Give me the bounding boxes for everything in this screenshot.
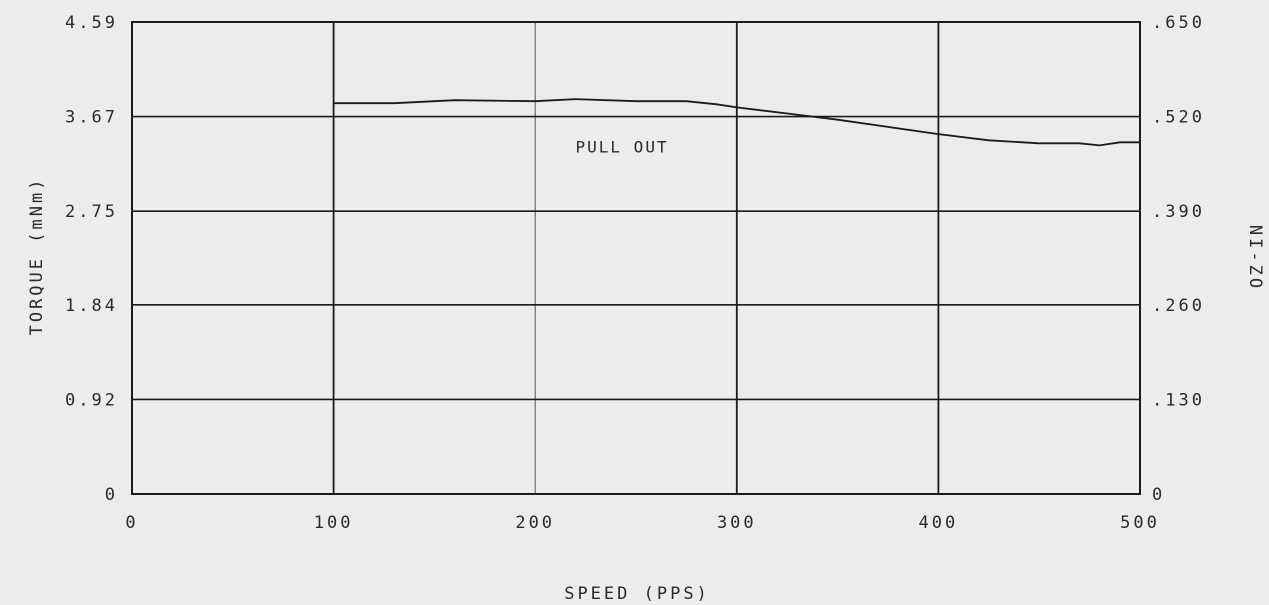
- y-tick-label: 2.75: [65, 202, 118, 222]
- x-tick-label: 400: [919, 513, 959, 533]
- y2-tick-label: .650: [1152, 13, 1205, 33]
- annotations: PULL OUT: [576, 137, 669, 156]
- y-tick-label: 0.92: [65, 390, 118, 410]
- x-tick-label: 0: [125, 513, 138, 533]
- x-tick-label: 500: [1120, 513, 1160, 533]
- y2-tick-label: .260: [1152, 296, 1205, 316]
- y2-tick-label: 0: [1152, 485, 1165, 505]
- x-tick-label: 200: [515, 513, 555, 533]
- y-tick-label: 3.67: [65, 108, 118, 128]
- y2-tick-label: .520: [1152, 108, 1205, 128]
- y-axis-title: TORQUE (mNm): [27, 177, 47, 336]
- x-axis-ticks: 0 100 200 300 400 500: [125, 513, 1160, 533]
- series-layer: [333, 98, 1140, 147]
- x-tick-label: 100: [314, 513, 354, 533]
- y2-axis-ticks: 0 .130 .260 .390 .520 .650: [1152, 13, 1205, 505]
- y2-tick-label: .130: [1152, 390, 1205, 410]
- y2-tick-label: .390: [1152, 202, 1205, 222]
- y-tick-label: 1.84: [65, 296, 118, 316]
- x-tick-label: 300: [717, 513, 757, 533]
- series-line-pull-out: [333, 98, 1140, 147]
- x-axis-title: SPEED (PPS): [564, 584, 710, 604]
- y-tick-label: 0: [105, 485, 118, 505]
- y-tick-label: 4.59: [65, 13, 118, 33]
- grid-lines: [131, 21, 1141, 495]
- plot-frame: [131, 21, 1141, 495]
- y-axis-ticks: 0 0.92 1.84 2.75 3.67 4.59: [65, 13, 118, 505]
- annotation-label: PULL OUT: [576, 137, 669, 156]
- y2-axis-title: NI-ZO: [1245, 225, 1265, 291]
